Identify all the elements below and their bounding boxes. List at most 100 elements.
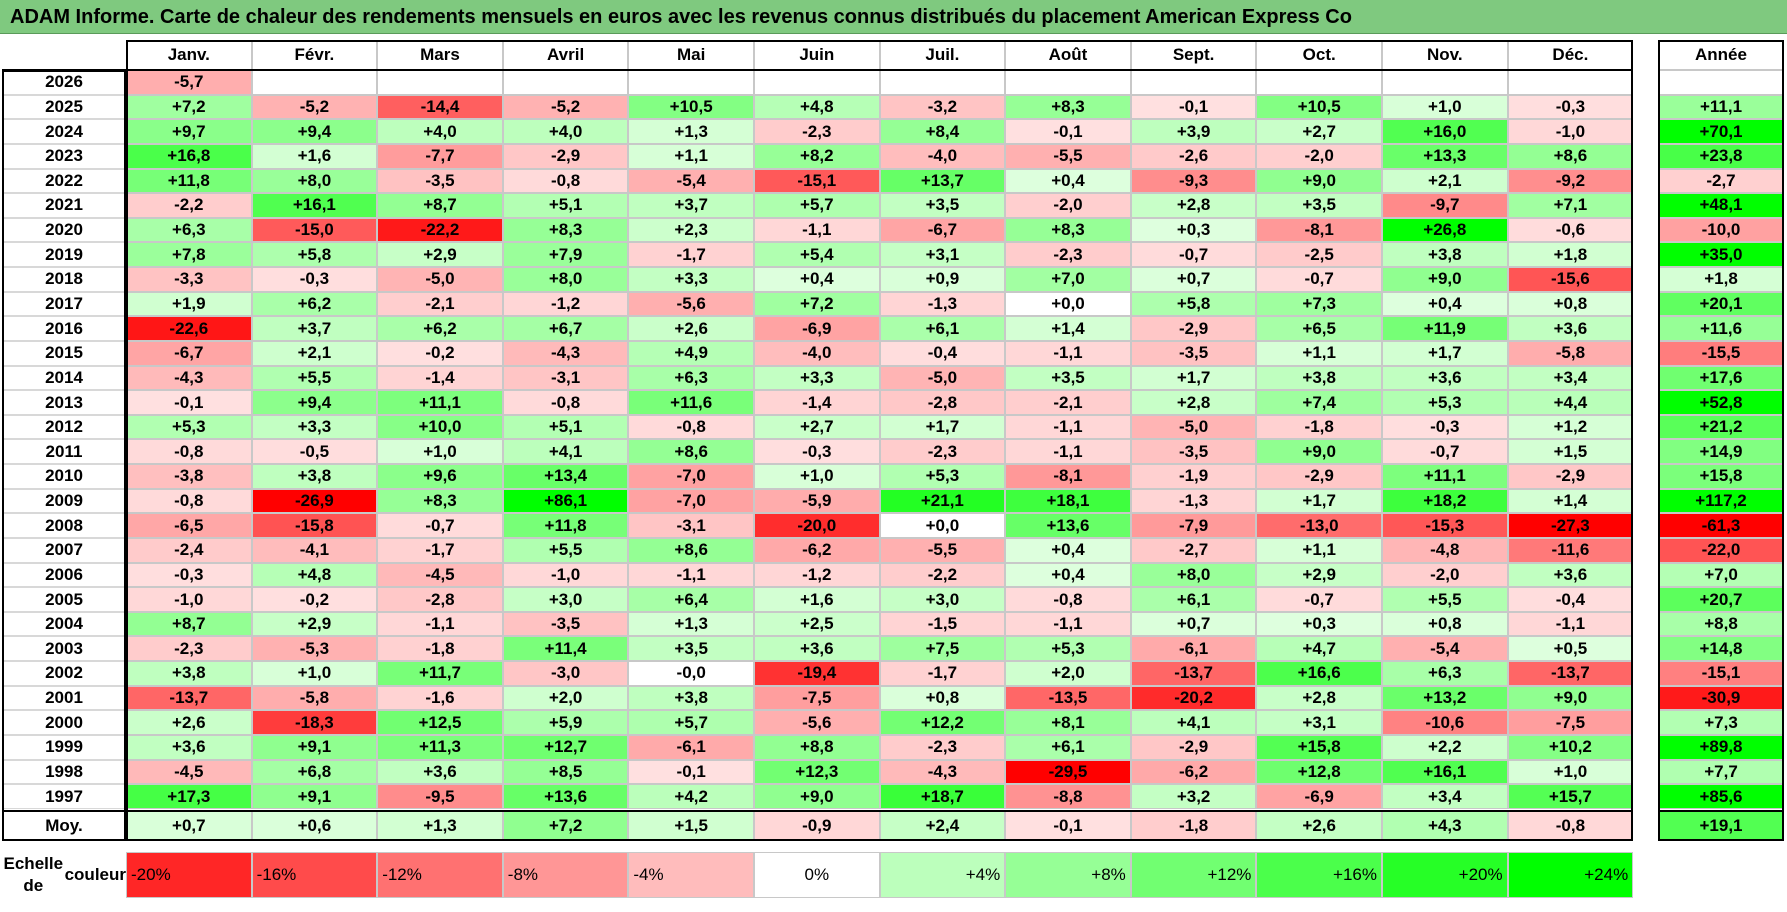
heatmap-cell: +11,4 xyxy=(502,636,629,662)
heatmap-cell: -5,6 xyxy=(754,710,880,735)
heatmap-cell: +3,1 xyxy=(879,242,1006,268)
heatmap-cell: -0,0 xyxy=(628,661,754,686)
heatmap-cell: -1,9 xyxy=(1130,464,1257,489)
heatmap-cell: +9,4 xyxy=(251,119,378,144)
heatmap-cell: +1,0 xyxy=(754,464,880,489)
heatmap-cell: +5,4 xyxy=(754,242,880,268)
annual-cell: +7,7 xyxy=(1658,759,1784,785)
year-label: 2025 xyxy=(2,94,126,120)
heatmap-cell: +1,1 xyxy=(1256,537,1382,563)
heatmap-cell: -2,7 xyxy=(1130,537,1257,563)
heatmap-cell: -5,8 xyxy=(1507,340,1634,366)
heatmap-cell: -18,3 xyxy=(251,710,378,735)
heatmap-cell: -4,5 xyxy=(377,562,503,588)
heatmap-cell: +8,2 xyxy=(754,143,880,169)
heatmap-cell: +13,6 xyxy=(502,784,629,809)
annual-cell: +11,1 xyxy=(1658,94,1784,120)
heatmap-cell: -4,0 xyxy=(879,143,1006,169)
heatmap-cell: -0,2 xyxy=(251,587,378,612)
color-scale-label-line1: Echelle de xyxy=(3,854,64,895)
average-cell: +4,3 xyxy=(1382,810,1508,841)
heatmap-cell: -2,5 xyxy=(1256,242,1382,268)
heatmap-cell: -2,0 xyxy=(1256,143,1382,169)
heatmap-cell: +11,6 xyxy=(628,390,754,415)
heatmap-cell: -0,3 xyxy=(1507,94,1634,120)
heatmap-cell: +2,6 xyxy=(628,316,754,341)
heatmap-cell: +2,8 xyxy=(1130,193,1257,218)
year-label: 1999 xyxy=(2,735,126,760)
heatmap-cell: -0,8 xyxy=(1005,587,1131,612)
annual-cell: +117,2 xyxy=(1658,488,1784,514)
heatmap-cell: -2,9 xyxy=(502,143,629,169)
heatmap-cell: -9,5 xyxy=(377,784,503,809)
year-label: 2012 xyxy=(2,414,126,440)
year-label: 2004 xyxy=(2,611,126,637)
annual-cell: +20,1 xyxy=(1658,291,1784,317)
year-label: 2008 xyxy=(2,513,126,538)
heatmap-cell: +2,5 xyxy=(754,611,880,637)
heatmap-cell: +3,3 xyxy=(628,267,754,292)
heatmap-cell: -19,4 xyxy=(754,661,880,686)
heatmap-cell: -22,2 xyxy=(377,217,503,243)
heatmap-cell xyxy=(1005,70,1131,95)
heatmap-cell: +16,0 xyxy=(1382,119,1508,144)
color-scale-label: Echelle de couleur xyxy=(2,848,126,902)
heatmap-cell: -1,0 xyxy=(126,587,252,612)
year-label: 2010 xyxy=(2,464,126,489)
heatmap-cell: +3,0 xyxy=(502,587,629,612)
heatmap-cell: +3,2 xyxy=(1130,784,1257,809)
heatmap-cell: +16,8 xyxy=(126,143,252,169)
annual-cell: +7,3 xyxy=(1658,710,1784,735)
heatmap-cell: -1,1 xyxy=(754,217,880,243)
annual-cell: +21,2 xyxy=(1658,414,1784,440)
heatmap-cell: -7,5 xyxy=(754,685,880,711)
heatmap-cell: -0,7 xyxy=(1382,439,1508,465)
heatmap-cell: -3,5 xyxy=(1130,439,1257,465)
heatmap-cell: +18,1 xyxy=(1005,488,1131,514)
heatmap-cell: -9,3 xyxy=(1130,168,1257,194)
heatmap-cell: +5,7 xyxy=(628,710,754,735)
heatmap-cell: +3,6 xyxy=(1507,316,1634,341)
heatmap-cell: -15,8 xyxy=(251,513,378,538)
heatmap-cell: +1,6 xyxy=(251,143,378,169)
year-label: 2020 xyxy=(2,217,126,243)
heatmap-cell: +9,7 xyxy=(126,119,252,144)
year-label: 2011 xyxy=(2,439,126,465)
heatmap-cell: -5,5 xyxy=(1005,143,1131,169)
heatmap-cell: +15,7 xyxy=(1507,784,1634,809)
heatmap-cell: +1,5 xyxy=(1507,439,1634,465)
heatmap-cell: +0,8 xyxy=(1507,291,1634,317)
heatmap-cell: +13,4 xyxy=(502,464,629,489)
month-header: Nov. xyxy=(1382,40,1508,70)
heatmap-cell: -1,0 xyxy=(502,562,629,588)
year-label: 2024 xyxy=(2,119,126,144)
heatmap-cell: +4,7 xyxy=(1256,636,1382,662)
heatmap-cell: +13,2 xyxy=(1382,685,1508,711)
annual-header: Année xyxy=(1658,40,1784,70)
heatmap-cell: +8,3 xyxy=(377,488,503,514)
heatmap-cell: -9,7 xyxy=(1382,193,1508,218)
color-scale-step: +12% xyxy=(1130,852,1257,898)
average-cell: -0,1 xyxy=(1005,810,1131,841)
heatmap-cell: -2,2 xyxy=(126,193,252,218)
month-header: Mai xyxy=(628,40,754,70)
heatmap-cell: +3,0 xyxy=(879,587,1006,612)
year-label: 2006 xyxy=(2,562,126,588)
heatmap-cell: +3,7 xyxy=(628,193,754,218)
heatmap-cell: -0,1 xyxy=(1005,119,1131,144)
heatmap-cell: -1,7 xyxy=(377,537,503,563)
year-label: 2022 xyxy=(2,168,126,194)
heatmap-cell: +1,7 xyxy=(1382,340,1508,366)
heatmap-cell: -15,0 xyxy=(251,217,378,243)
heatmap-cell: -4,3 xyxy=(502,340,629,366)
header-divider xyxy=(2,69,1634,71)
heatmap-cell: +2,8 xyxy=(1130,390,1257,415)
month-header: Avril xyxy=(502,40,629,70)
heatmap-cell: -1,6 xyxy=(377,685,503,711)
heatmap-cell: +8,6 xyxy=(628,439,754,465)
average-cell: -0,9 xyxy=(754,810,880,841)
heatmap-cell: +6,7 xyxy=(502,316,629,341)
heatmap-cell: -4,0 xyxy=(754,340,880,366)
heatmap-cell: +7,1 xyxy=(1507,193,1634,218)
heatmap-cell: +2,7 xyxy=(754,414,880,440)
